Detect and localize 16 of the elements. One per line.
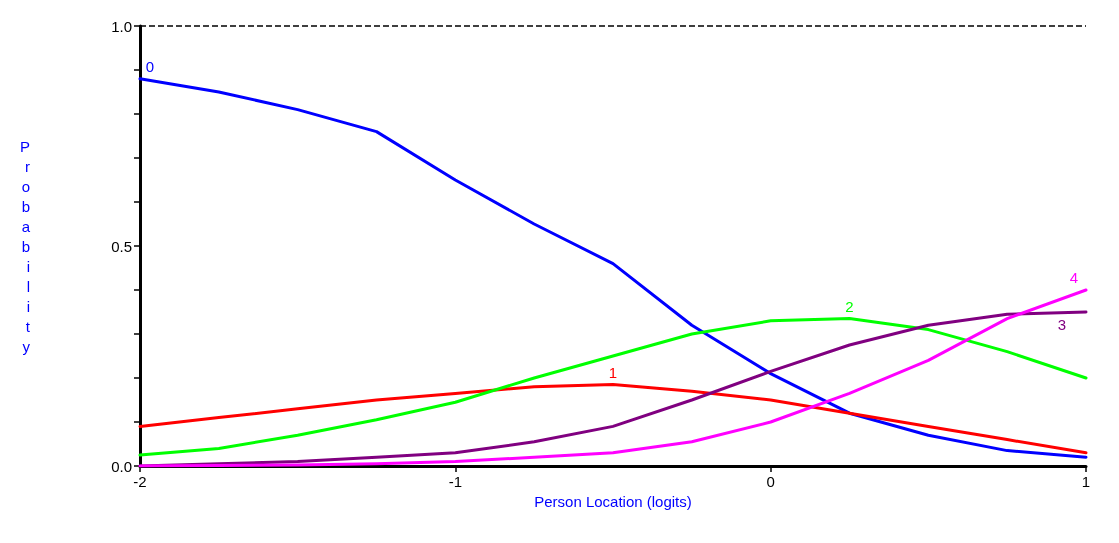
y-tick-label: 0.5 <box>111 237 132 255</box>
series-label: 1 <box>608 363 618 381</box>
line-series <box>138 383 1088 455</box>
series-label: 4 <box>1069 269 1079 286</box>
line-series <box>138 77 1088 459</box>
y-tick-label: 1.0 <box>111 17 132 35</box>
series-label: 0 <box>145 57 155 75</box>
series-label: 3 <box>1057 316 1067 333</box>
y-tick-label: 0.0 <box>111 457 132 475</box>
x-tick-label: 0 <box>766 473 775 490</box>
x-tick-label: -2 <box>133 473 147 490</box>
x-tick-label: -1 <box>448 473 463 490</box>
x-tick-label: 1 <box>1081 473 1091 490</box>
series-label: 2 <box>845 297 854 315</box>
text: Probability <box>19 137 30 355</box>
x-axis-title: Person Location (logits) <box>534 493 692 510</box>
